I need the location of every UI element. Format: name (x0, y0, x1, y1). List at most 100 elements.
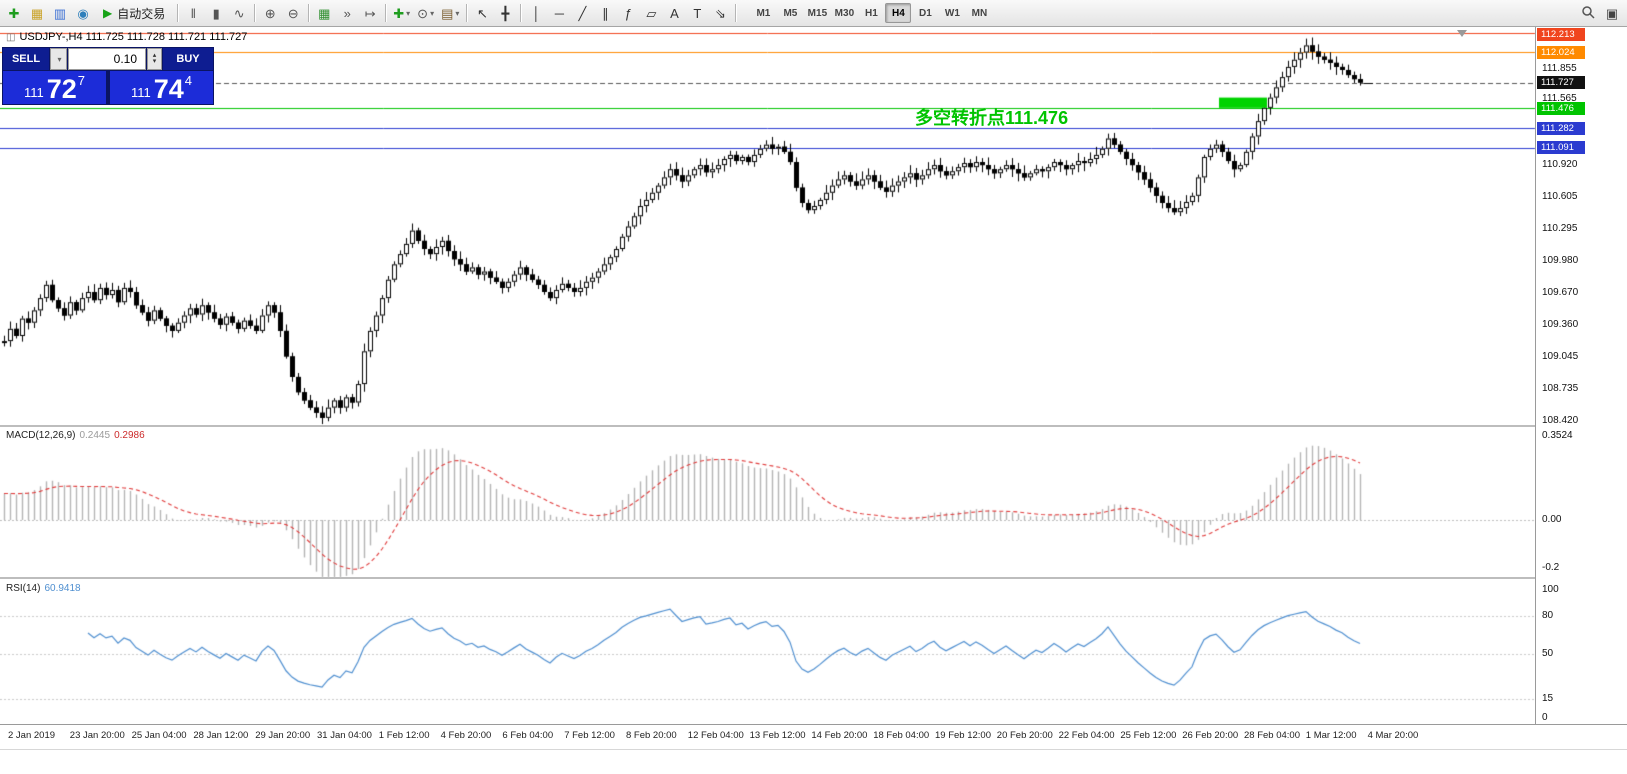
text-button[interactable]: A (663, 2, 685, 24)
macd-tick-label: 0.00 (1542, 514, 1562, 525)
timeframe-m30-button[interactable]: M30 (834, 7, 855, 19)
shapes-button[interactable]: ▱ (640, 2, 662, 24)
rsi-tick-label: 0 (1542, 712, 1548, 723)
vertical-line-button[interactable]: │ (525, 2, 547, 24)
periods-icon: ⊙ (417, 5, 429, 21)
shapes-icon: ▱ (646, 5, 657, 21)
time-tick-label: 25 Jan 04:00 (131, 730, 187, 741)
stepper-down-icon: ▾ (152, 58, 157, 65)
price-tick-label: 109.360 (1542, 318, 1579, 330)
pivot-annotation[interactable]: 多空转折点111.476 (915, 108, 1069, 128)
zoom-in-button[interactable]: ⊕ (259, 2, 281, 24)
price-axis[interactable]: 112.213 112.024 111.855 111.727 111.565 111.4… (1535, 27, 1627, 724)
timeframe-mn-button[interactable]: MN (971, 7, 988, 19)
new-order-button[interactable]: ✚ (3, 2, 25, 24)
templates-button[interactable]: ▤ ▾ (438, 2, 462, 24)
cursor-button[interactable]: ↖ (471, 2, 493, 24)
charts-icon: ▦ (30, 5, 44, 21)
time-tick-label: 22 Feb 04:00 (1058, 730, 1115, 741)
time-tick-label: 1 Feb 12:00 (378, 730, 430, 741)
lot-size-input[interactable]: 0.10 (68, 48, 146, 70)
chart-shift-button[interactable]: ↦ (359, 2, 381, 24)
time-tick-label: 14 Feb 20:00 (811, 730, 868, 741)
dropdown-arrow-icon: ▾ (406, 8, 411, 18)
toolbar-separator (466, 4, 468, 22)
buy-price[interactable]: 111 74 4 (110, 71, 213, 104)
horizontal-line-button[interactable]: ─ (548, 2, 570, 24)
timeframe-m1-button[interactable]: M1 (756, 7, 771, 19)
timeframe-m15-button[interactable]: M15 (807, 7, 828, 19)
sell-price[interactable]: 111 72 7 (3, 71, 106, 104)
price-chart-canvas[interactable] (0, 27, 1627, 724)
search-button[interactable] (1577, 2, 1599, 24)
charts-button[interactable]: ▦ (26, 2, 48, 24)
layers-icon: ▣ (1605, 5, 1619, 21)
market-watch-icon: ▥ (53, 5, 67, 21)
timeframe-d1-button[interactable]: D1 (919, 7, 932, 19)
indicators-icon: ✚ (393, 5, 405, 21)
label-button[interactable]: T (686, 2, 708, 24)
templates-icon: ▤ (441, 5, 454, 21)
buy-button[interactable]: BUY (163, 48, 213, 70)
price-tick-label: 108.735 (1542, 382, 1579, 394)
zoom-in-icon: ⊕ (264, 5, 276, 21)
sell-price-sup: 7 (77, 73, 86, 88)
indicators-button[interactable]: ✚ ▾ (390, 2, 413, 24)
tile-windows-button[interactable]: ▦ (313, 2, 335, 24)
dropdown-arrow-icon: ▾ (455, 8, 460, 18)
fibonacci-button[interactable]: ƒ (617, 2, 639, 24)
timeframe-h1-button[interactable]: H1 (865, 7, 878, 19)
line-chart-button[interactable]: ∿ (228, 2, 250, 24)
autotrading-label: 自动交易 (117, 6, 166, 21)
crosshair-button[interactable]: ╋ (494, 2, 516, 24)
trendline-button[interactable]: ╱ (571, 2, 593, 24)
rsi-panel-divider[interactable] (0, 577, 1627, 579)
time-tick-label: 29 Jan 20:00 (255, 730, 311, 741)
arrows-icon: ⇘ (714, 5, 726, 21)
lot-stepper[interactable]: ▴ ▾ (147, 48, 162, 70)
price-level-badge: 111.727 (1537, 76, 1585, 90)
periods-button[interactable]: ⊙ ▾ (414, 2, 437, 24)
timeframe-h4-button[interactable]: H4 (885, 3, 912, 23)
timeframe-w1-button[interactable]: W1 (944, 7, 960, 19)
search-icon (1581, 5, 1595, 22)
time-axis[interactable]: 2 Jan 2019 23 Jan 20:00 25 Jan 04:00 28 Jan… (0, 724, 1627, 750)
chart-shift-icon: ↦ (364, 5, 376, 21)
price-level-badge: 112.024 (1537, 45, 1585, 59)
macd-panel-divider[interactable] (0, 425, 1627, 427)
market-watch-button[interactable]: ▥ (49, 2, 71, 24)
auto-scroll-button[interactable]: » (336, 2, 358, 24)
toolbar-separator (177, 4, 179, 22)
macd-main-value: 0.2445 (79, 430, 111, 441)
navigator-button[interactable]: ◉ (72, 2, 94, 24)
bar-chart-button[interactable]: ‖ (182, 2, 204, 24)
layers-button[interactable]: ▣ (1601, 2, 1623, 24)
time-tick-label: 28 Feb 04:00 (1244, 730, 1300, 741)
macd-tick-label: -0.2 (1542, 561, 1560, 573)
sell-button[interactable]: SELL (3, 48, 49, 70)
autotrading-button[interactable]: ▶ 自动交易 (95, 2, 173, 24)
candlestick-chart-button[interactable]: ▮ (205, 2, 227, 24)
price-level-badge: 111.476 (1537, 101, 1585, 115)
zoom-out-button[interactable]: ⊖ (282, 2, 304, 24)
toolbar-separator (308, 4, 310, 22)
time-tick-label: 19 Feb 12:00 (935, 730, 991, 741)
channel-button[interactable]: ∥ (594, 2, 616, 24)
toolbar-separator (254, 4, 256, 22)
buy-price-prefix: 111 (130, 85, 151, 100)
time-tick-label: 1 Mar 12:00 (1305, 730, 1357, 741)
rsi-indicator-label: RSI(14) 60.9418 (6, 583, 81, 594)
macd-tick-label: 0.3524 (1542, 429, 1573, 441)
buy-price-sup: 4 (184, 73, 193, 88)
arrows-button[interactable]: ⇘ (709, 2, 731, 24)
timeframe-bar: M1 M5 M15 M30 H1 H4 D1 W1 MN (750, 3, 992, 23)
candlestick-chart-icon: ▮ (212, 5, 220, 21)
auto-scroll-icon: » (343, 5, 351, 21)
bar-chart-icon: ‖ (190, 5, 196, 21)
cursor-icon: ↖ (476, 5, 488, 21)
price-tick-label: 110.295 (1542, 223, 1578, 235)
order-type-dropdown[interactable]: ▾ (50, 48, 67, 70)
price-tick-label: 111.855 (1542, 63, 1577, 75)
timeframe-m5-button[interactable]: M5 (783, 7, 798, 19)
chart-title: ◫ USDJPY-,H4 111.725 111.728 111.721 111… (6, 31, 247, 43)
